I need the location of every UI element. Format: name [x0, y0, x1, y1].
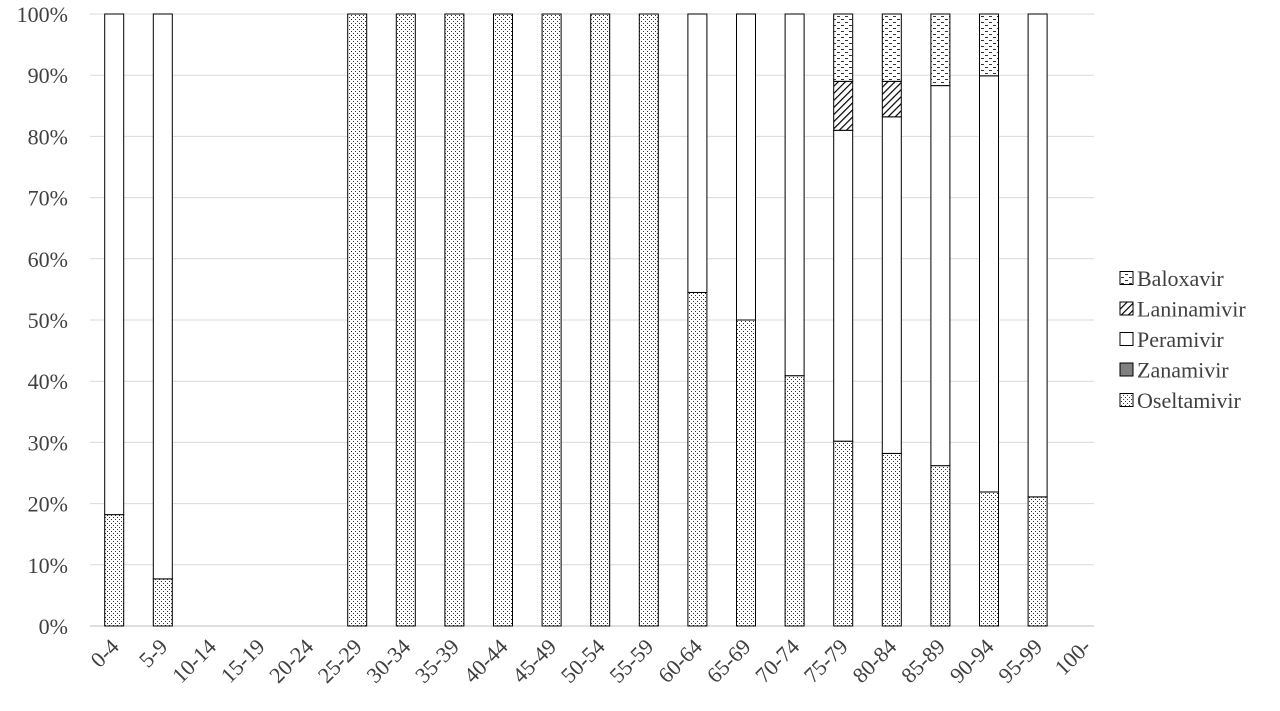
x-tick-label: 80-84 — [847, 634, 901, 688]
bar-segment-peramivir-90-94 — [979, 75, 999, 493]
bar-segment-oseltamivir-35-39 — [444, 13, 465, 627]
bar-segment-peramivir-0-4 — [104, 13, 125, 516]
bar-segment-baloxavir-80-84 — [881, 13, 902, 82]
legend-label-baloxavir: Baloxavir — [1137, 266, 1224, 291]
legend-swatch-peramivir — [1119, 332, 1134, 346]
legend: Baloxavir Laninamivir Peramivir Zanamivir Os… — [1119, 266, 1246, 413]
legend-swatch-laninamivir — [1119, 301, 1134, 316]
y-tick-label: 30% — [28, 430, 68, 455]
legend-label-oseltamivir: Oseltamivir — [1137, 388, 1242, 413]
bar-segment-oseltamivir-40-44 — [493, 13, 513, 627]
x-tick-label: 30-34 — [361, 634, 415, 688]
x-tick-label: 20-24 — [264, 634, 318, 688]
bar-segment-oseltamivir-50-54 — [590, 13, 611, 627]
x-tick-label: 70-74 — [750, 634, 804, 688]
legend-label-laninamivir: Laninamivir — [1137, 297, 1246, 322]
x-tick-label: 50-54 — [556, 634, 610, 688]
bar-segment-oseltamivir-60-64 — [687, 291, 708, 627]
y-tick-label: 20% — [28, 492, 68, 517]
bar-segment-oseltamivir-95-99 — [1027, 496, 1048, 627]
bar-segment-peramivir-80-84 — [881, 116, 902, 454]
x-tick-label: 35-39 — [410, 634, 464, 688]
x-tick-label: 60-64 — [653, 634, 707, 688]
bar-segment-peramivir-70-74 — [784, 13, 805, 377]
x-tick-label: 40-44 — [459, 634, 513, 688]
legend-swatch-oseltamivir — [1119, 393, 1134, 407]
x-tick-label: 100- — [1050, 634, 1096, 680]
x-tick-label: 90-94 — [945, 634, 999, 688]
bar-segment-oseltamivir-65-69 — [736, 319, 756, 627]
bar-segment-baloxavir-85-89 — [930, 13, 951, 87]
y-tick-label: 10% — [28, 553, 68, 578]
bar-segment-oseltamivir-70-74 — [784, 375, 805, 627]
bar-segment-baloxavir-90-94 — [979, 13, 999, 77]
bar-segment-baloxavir-75-79 — [833, 13, 854, 82]
x-tick-label: 55-59 — [604, 634, 658, 688]
x-tick-label: 5-9 — [134, 634, 172, 672]
y-tick-label: 40% — [28, 369, 68, 394]
bar-segment-peramivir-85-89 — [930, 85, 951, 467]
bar-segment-oseltamivir-85-89 — [930, 465, 951, 627]
bar-segment-oseltamivir-80-84 — [881, 452, 902, 627]
x-tick-label: 0-4 — [85, 634, 123, 672]
legend-swatch-baloxavir — [1119, 271, 1134, 285]
legend-label-peramivir: Peramivir — [1137, 327, 1224, 352]
legend-swatch-zanamivir — [1119, 362, 1134, 377]
bar-segment-oseltamivir-45-49 — [541, 13, 562, 627]
y-tick-label: 50% — [28, 308, 68, 333]
bar-segment-peramivir-65-69 — [736, 13, 756, 321]
bar-segment-oseltamivir-25-29 — [347, 13, 368, 627]
x-tick-label: 85-89 — [896, 634, 950, 688]
x-tick-label: 75-79 — [799, 634, 853, 688]
bar-segment-oseltamivir-30-34 — [395, 13, 416, 627]
legend-label-zanamivir: Zanamivir — [1137, 358, 1229, 383]
bar-segment-oseltamivir-0-4 — [104, 514, 125, 627]
x-tick-label: 45-49 — [507, 634, 561, 688]
x-tick-label: 10-14 — [167, 634, 221, 688]
y-tick-label: 70% — [28, 186, 68, 211]
x-tick-label: 15-19 — [216, 634, 270, 688]
bar-segment-oseltamivir-75-79 — [833, 440, 854, 627]
x-tick-label: 95-99 — [993, 634, 1047, 688]
bar-segment-laninamivir-75-79 — [833, 80, 854, 131]
bar-segment-laninamivir-80-84 — [881, 80, 902, 118]
bar-segment-oseltamivir-5-9 — [152, 578, 173, 627]
y-tick-label: 80% — [28, 124, 68, 149]
bar-segment-oseltamivir-55-59 — [638, 13, 659, 627]
bar-segment-peramivir-60-64 — [687, 13, 708, 293]
y-tick-label: 0% — [39, 614, 68, 639]
y-tick-label: 90% — [28, 63, 68, 88]
bar-segment-peramivir-5-9 — [152, 13, 173, 580]
bar-segment-peramivir-95-99 — [1027, 13, 1048, 498]
y-axis-tick-labels: 0% 10% 20% 30% 40% 50% 60% 70% 80% 90% 100% — [17, 2, 68, 639]
x-axis-tick-labels: 0-4 5-910-1415-1920-2425-2930-3435-3940-4… — [85, 634, 1095, 688]
bar-segment-peramivir-75-79 — [833, 129, 854, 442]
x-tick-label: 65-69 — [702, 634, 756, 688]
bars — [104, 13, 1048, 627]
bar-segment-oseltamivir-90-94 — [979, 491, 999, 627]
y-tick-label: 100% — [17, 2, 68, 27]
x-tick-label: 25-29 — [313, 634, 367, 688]
y-tick-label: 60% — [28, 247, 68, 272]
